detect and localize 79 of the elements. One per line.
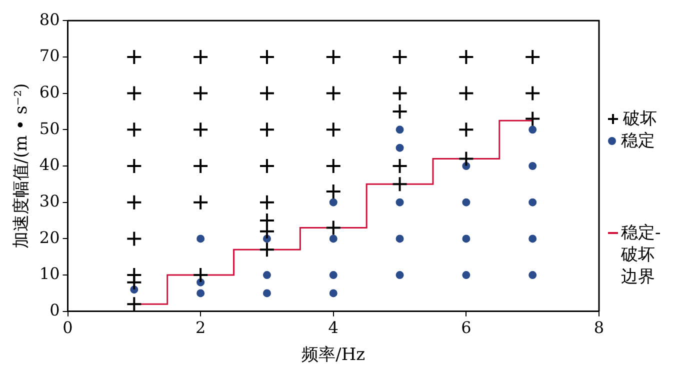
point bbox=[396, 198, 404, 206]
point bbox=[126, 230, 142, 247]
point bbox=[192, 122, 209, 138]
point bbox=[458, 48, 474, 65]
y-tick-label: 0 bbox=[50, 300, 60, 320]
point bbox=[462, 234, 470, 243]
point bbox=[524, 110, 541, 127]
x-axis-title: 频率/Hz bbox=[302, 345, 366, 366]
point bbox=[396, 271, 404, 280]
point bbox=[126, 274, 142, 290]
y-tick-label: 60 bbox=[39, 82, 60, 102]
point bbox=[329, 289, 338, 298]
point bbox=[528, 162, 537, 170]
legend-label: 破坏 bbox=[623, 108, 658, 130]
point bbox=[126, 48, 142, 65]
point bbox=[396, 234, 404, 243]
point bbox=[258, 85, 275, 102]
y-axis-title: 加速度幅值/(m • s⁻²) bbox=[12, 83, 32, 249]
y-tick-label: 10 bbox=[39, 264, 60, 284]
x-tick-label: 0 bbox=[62, 318, 73, 338]
point bbox=[392, 48, 408, 65]
point bbox=[392, 103, 408, 120]
y-tick-label: 20 bbox=[39, 228, 60, 247]
point bbox=[462, 271, 470, 280]
point bbox=[528, 271, 537, 280]
point bbox=[258, 223, 275, 240]
point bbox=[196, 289, 205, 298]
legend-label: 稳定 bbox=[621, 130, 656, 152]
y-tick-label: 40 bbox=[39, 155, 60, 174]
point bbox=[392, 176, 408, 192]
point bbox=[262, 289, 271, 298]
point bbox=[396, 126, 404, 134]
point bbox=[458, 150, 474, 167]
point bbox=[126, 296, 142, 312]
point bbox=[392, 85, 408, 102]
point bbox=[192, 267, 209, 284]
point bbox=[192, 158, 209, 174]
y-tick-label: 50 bbox=[39, 118, 60, 138]
point bbox=[126, 194, 142, 210]
point bbox=[325, 85, 342, 102]
point bbox=[192, 194, 209, 210]
point bbox=[126, 158, 142, 174]
point bbox=[524, 48, 541, 65]
point bbox=[126, 85, 142, 102]
point bbox=[325, 158, 342, 174]
point bbox=[126, 122, 142, 138]
legend-label: 稳定-破坏边界 bbox=[621, 222, 662, 288]
point bbox=[392, 158, 408, 174]
y-tick-label: 70 bbox=[39, 46, 60, 66]
x-tick-label: 8 bbox=[594, 318, 604, 338]
point bbox=[258, 48, 275, 65]
point bbox=[329, 198, 338, 206]
point bbox=[258, 194, 275, 210]
point bbox=[528, 126, 537, 134]
point bbox=[325, 122, 342, 138]
point bbox=[396, 144, 404, 152]
point bbox=[462, 198, 470, 206]
y-tick-label: 80 bbox=[39, 10, 60, 29]
point bbox=[262, 271, 271, 280]
y-tick-label: 30 bbox=[39, 192, 60, 211]
point bbox=[329, 234, 338, 243]
point bbox=[258, 242, 275, 258]
point bbox=[524, 85, 541, 102]
point bbox=[528, 198, 537, 206]
point bbox=[458, 85, 474, 102]
point bbox=[196, 234, 205, 243]
point bbox=[458, 122, 474, 138]
x-tick-label: 6 bbox=[461, 318, 472, 338]
point bbox=[258, 122, 275, 138]
point bbox=[325, 183, 342, 200]
x-tick-label: 2 bbox=[195, 318, 206, 338]
point bbox=[192, 85, 209, 102]
point bbox=[258, 158, 275, 174]
point bbox=[325, 48, 342, 65]
point bbox=[192, 48, 209, 65]
point bbox=[329, 271, 338, 280]
point bbox=[528, 234, 537, 243]
x-tick-label: 4 bbox=[328, 318, 338, 338]
point bbox=[325, 220, 342, 236]
